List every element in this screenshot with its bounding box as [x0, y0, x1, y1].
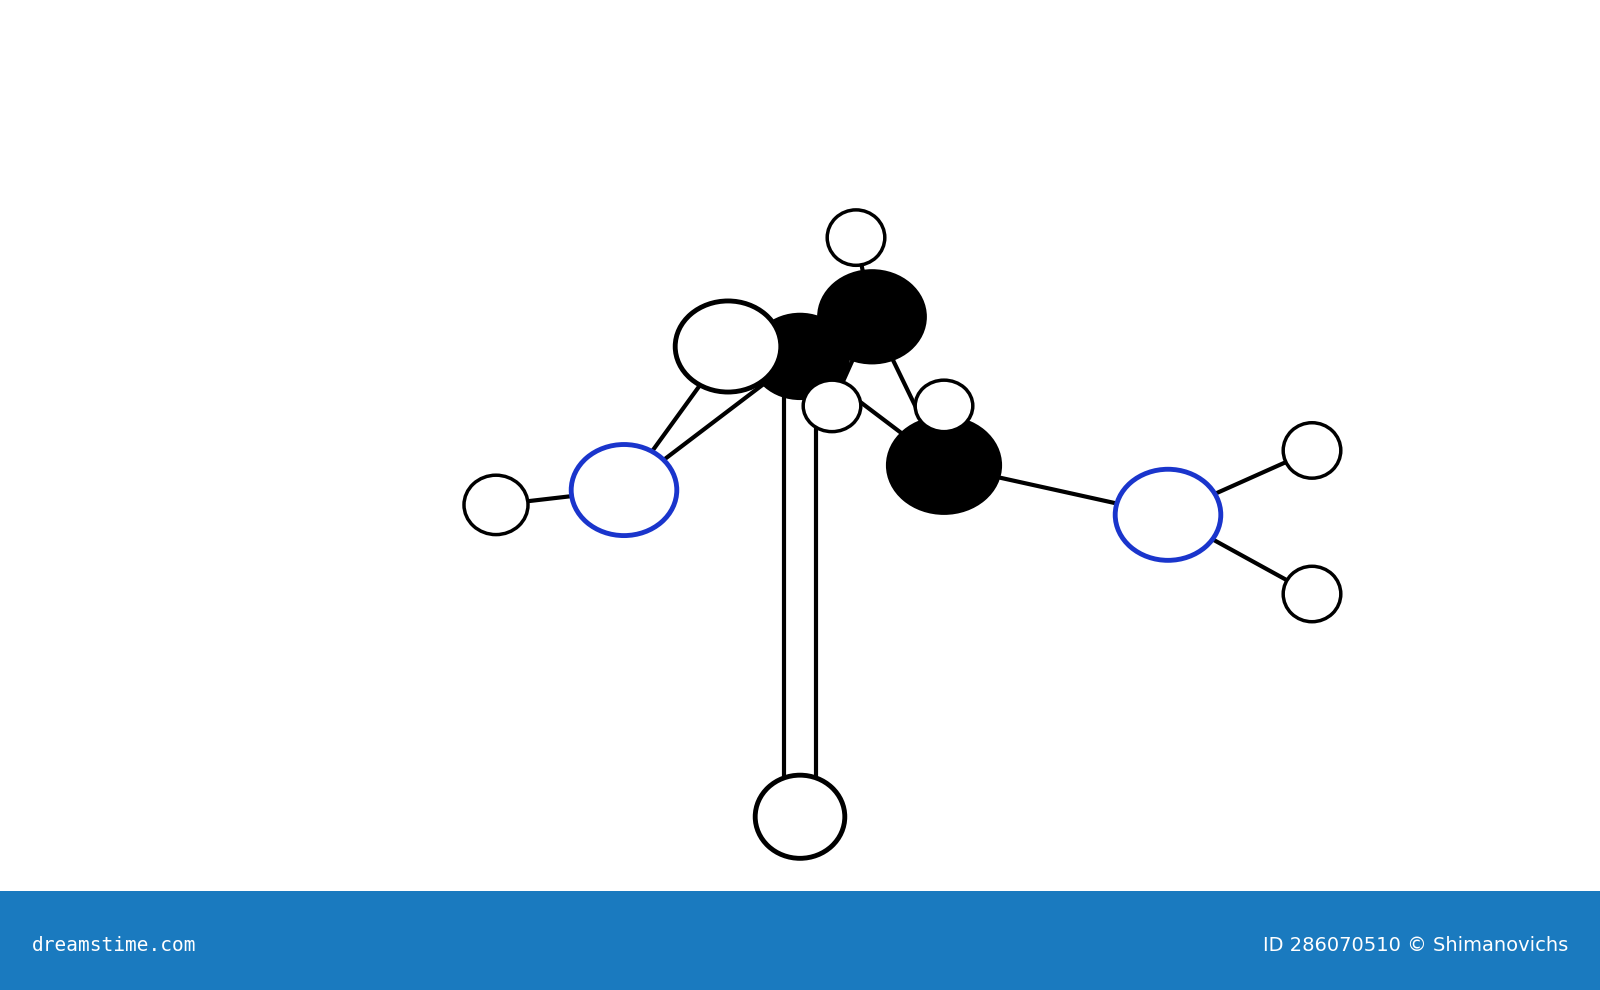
- Ellipse shape: [1115, 469, 1221, 560]
- Ellipse shape: [803, 380, 861, 432]
- Ellipse shape: [1283, 566, 1341, 622]
- Ellipse shape: [827, 210, 885, 265]
- Ellipse shape: [915, 380, 973, 432]
- Ellipse shape: [755, 775, 845, 858]
- Text: dreamstime.com: dreamstime.com: [32, 936, 197, 955]
- FancyBboxPatch shape: [0, 891, 1600, 990]
- Ellipse shape: [571, 445, 677, 536]
- Ellipse shape: [675, 301, 781, 392]
- Ellipse shape: [819, 271, 925, 362]
- Text: ID 286070510 © Shimanovichs: ID 286070510 © Shimanovichs: [1262, 936, 1568, 955]
- Ellipse shape: [464, 475, 528, 535]
- Ellipse shape: [1283, 423, 1341, 478]
- Ellipse shape: [752, 315, 848, 398]
- Ellipse shape: [888, 418, 1000, 513]
